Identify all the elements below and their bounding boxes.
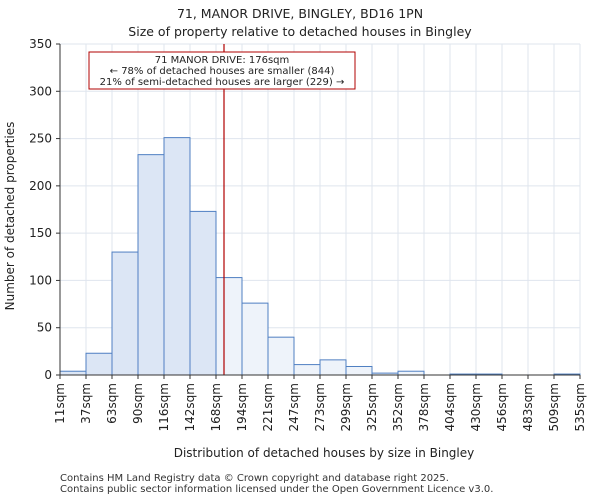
y-tick-label: 100: [29, 273, 52, 287]
x-tick-label: 63sqm: [105, 383, 119, 424]
x-tick-label: 483sqm: [521, 383, 535, 431]
x-axis-label: Distribution of detached houses by size …: [174, 446, 475, 460]
x-tick-label: 378sqm: [417, 383, 431, 431]
histogram-bar: [189, 210, 217, 376]
y-tick-label: 350: [29, 37, 52, 51]
annotation-line-1: 71 MANOR DRIVE: 176sqm: [155, 55, 290, 66]
x-tick-label: 404sqm: [443, 383, 457, 431]
x-tick-label: 90sqm: [131, 383, 145, 424]
histogram-bar: [163, 137, 191, 376]
histogram-bar: [345, 365, 373, 376]
chart-subtitle: Size of property relative to detached ho…: [128, 24, 472, 39]
x-tick-label: 352sqm: [391, 383, 405, 431]
x-tick-label: 509sqm: [547, 383, 561, 431]
annotation-box: 71 MANOR DRIVE: 176sqm ← 78% of detached…: [88, 51, 356, 90]
histogram-bar: [397, 370, 425, 376]
x-tick-label: 142sqm: [183, 383, 197, 431]
histogram-bar: [241, 302, 269, 376]
x-tick-label: 299sqm: [339, 383, 353, 431]
x-tick-label: 535sqm: [573, 383, 587, 431]
y-tick-label: 150: [29, 226, 52, 240]
annotation-line-2: ← 78% of detached houses are smaller (84…: [110, 66, 335, 77]
footer-line-2: Contains public sector information licen…: [60, 484, 494, 495]
x-tick-label: 37sqm: [79, 383, 93, 424]
x-tick-label: 11sqm: [53, 383, 67, 424]
histogram-bar: [215, 277, 243, 376]
histogram-bar: [293, 364, 321, 376]
y-tick-label: 50: [37, 321, 52, 335]
footer-line-1: Contains HM Land Registry data © Crown c…: [60, 473, 449, 484]
histogram-bar: [111, 251, 139, 376]
y-tick-label: 0: [44, 368, 52, 382]
bar-layer: [59, 137, 581, 376]
x-tick-label: 194sqm: [235, 383, 249, 431]
histogram-bar: [267, 336, 295, 376]
x-tick-label: 168sqm: [209, 383, 223, 431]
histogram-bar: [59, 370, 87, 376]
histogram-bar: [319, 359, 347, 376]
chart-title: 71, MANOR DRIVE, BINGLEY, BD16 1PN: [176, 6, 424, 21]
y-axis-label: Number of detached properties: [3, 122, 17, 311]
x-tick-label: 325sqm: [365, 383, 379, 431]
grid-layer: [59, 43, 581, 376]
y-tick-label: 300: [29, 84, 52, 98]
axis-layer: 0 50 100 150 200 250 300 350 11sqm 37sqm 63sqm 90sq…: [29, 37, 587, 431]
x-tick-label: 247sqm: [287, 383, 301, 431]
x-tick-label: 221sqm: [261, 383, 275, 431]
x-tick-label: 116sqm: [157, 383, 171, 431]
histogram-bar: [85, 352, 113, 376]
y-tick-label: 250: [29, 132, 52, 146]
histogram-bar: [137, 154, 165, 376]
y-tick-label: 200: [29, 179, 52, 193]
x-tick-label: 430sqm: [469, 383, 483, 431]
x-tick-label: 456sqm: [495, 383, 509, 431]
x-tick-label: 273sqm: [313, 383, 327, 431]
annotation-line-3: 21% of semi-detached houses are larger (…: [100, 77, 345, 88]
